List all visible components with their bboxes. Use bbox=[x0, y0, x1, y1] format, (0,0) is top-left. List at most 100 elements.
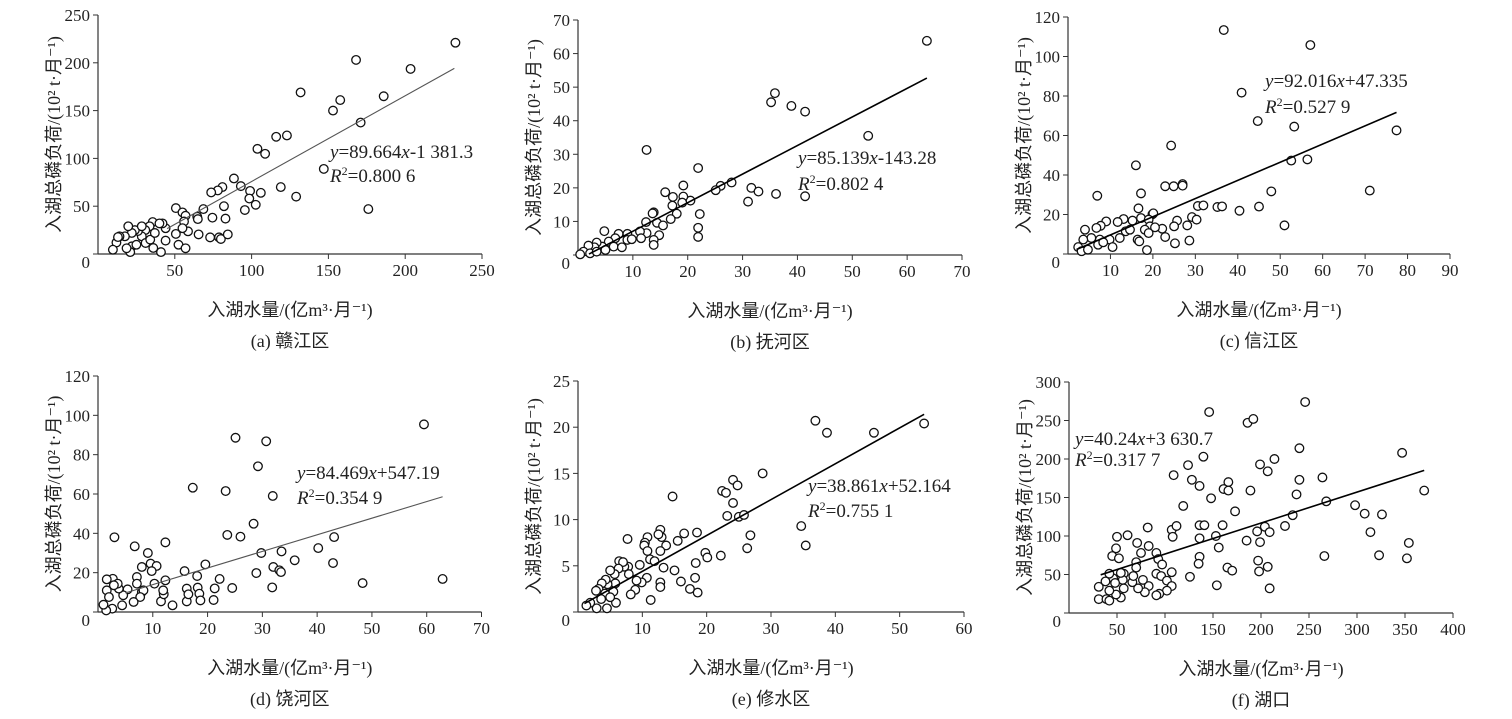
data-point bbox=[655, 582, 666, 593]
data-point bbox=[1134, 236, 1145, 247]
x-tick-label: 200 bbox=[392, 261, 418, 280]
equation-part: y bbox=[806, 476, 817, 497]
data-point bbox=[1114, 233, 1125, 243]
x-tick-label: 30 bbox=[763, 619, 780, 638]
r2-value: =0.317 7 bbox=[1093, 450, 1161, 471]
data-point bbox=[1255, 537, 1265, 548]
y-tick-label: 100 bbox=[1036, 527, 1062, 546]
data-point bbox=[129, 541, 140, 552]
data-point bbox=[611, 597, 621, 608]
data-point bbox=[1078, 234, 1089, 245]
data-point bbox=[1264, 583, 1275, 594]
data-point bbox=[255, 187, 266, 198]
x-tick-label: 30 bbox=[734, 262, 751, 281]
data-point bbox=[363, 204, 374, 215]
r2-value: =0.354 9 bbox=[315, 488, 383, 509]
equation-part: y bbox=[796, 148, 807, 169]
y-tick-label: 40 bbox=[73, 524, 90, 543]
data-point bbox=[1245, 485, 1256, 496]
x-tick-label: 50 bbox=[844, 262, 861, 281]
data-point bbox=[1255, 459, 1265, 470]
equation-part: -143.28 bbox=[878, 148, 937, 169]
y-tick-label: 200 bbox=[1036, 450, 1062, 469]
y-axis-label: 入湖总磷负荷/(10² t·月⁻¹) bbox=[524, 39, 545, 236]
data-point bbox=[209, 583, 220, 594]
x-tick-label: 40 bbox=[1229, 261, 1246, 280]
data-point bbox=[1198, 200, 1209, 211]
data-point bbox=[1264, 527, 1275, 538]
x-tick-label: 200 bbox=[1248, 620, 1274, 639]
data-point bbox=[1137, 574, 1148, 585]
data-point bbox=[1262, 466, 1273, 477]
data-point bbox=[1391, 125, 1402, 136]
x-tick-label: 400 bbox=[1440, 620, 1466, 639]
y-tick-label: 40 bbox=[553, 112, 570, 131]
data-point bbox=[1227, 565, 1238, 576]
data-point bbox=[605, 592, 616, 603]
y-tick-label: 100 bbox=[1035, 48, 1061, 67]
data-point bbox=[1104, 585, 1115, 596]
panel-caption: (e) 修水区 bbox=[732, 689, 810, 710]
equation-part: y bbox=[1263, 71, 1274, 92]
x-tick-label: 40 bbox=[789, 262, 806, 281]
data-point bbox=[135, 592, 146, 603]
data-point bbox=[104, 592, 114, 603]
data-point bbox=[1133, 203, 1144, 214]
data-point bbox=[148, 243, 159, 253]
r2-superscript: 2 bbox=[820, 499, 826, 513]
data-point bbox=[1185, 571, 1195, 582]
data-point bbox=[766, 97, 777, 108]
data-point bbox=[357, 578, 368, 589]
y-tick-label: 0 bbox=[82, 253, 91, 272]
data-point bbox=[693, 231, 704, 242]
y-tick-label: 120 bbox=[1035, 8, 1061, 27]
data-point bbox=[669, 565, 680, 576]
data-point bbox=[1254, 566, 1265, 577]
data-point bbox=[328, 105, 338, 116]
x-tick-label: 100 bbox=[1152, 620, 1178, 639]
data-point bbox=[335, 95, 346, 106]
data-point bbox=[648, 239, 659, 250]
panel-caption: (f) 湖口 bbox=[1232, 690, 1290, 711]
data-point bbox=[235, 531, 246, 542]
regression-equation: y=85.139x-143.28 bbox=[796, 148, 936, 169]
y-tick-label: 100 bbox=[65, 149, 91, 168]
data-point bbox=[702, 552, 713, 563]
data-point bbox=[800, 106, 811, 117]
data-point bbox=[318, 163, 329, 174]
data-point bbox=[170, 228, 181, 239]
data-point bbox=[1112, 217, 1123, 227]
data-point bbox=[136, 221, 147, 232]
data-point bbox=[154, 218, 165, 229]
data-point bbox=[1169, 221, 1180, 232]
x-tick-label: 20 bbox=[698, 619, 715, 638]
data-point bbox=[109, 532, 120, 543]
data-point bbox=[1160, 181, 1171, 192]
data-point bbox=[208, 595, 219, 605]
data-point bbox=[214, 574, 225, 584]
y-axis-label: 入湖总磷负荷/(10² t·月⁻¹) bbox=[44, 396, 65, 593]
y-tick-label: 50 bbox=[73, 197, 90, 216]
data-point bbox=[1133, 583, 1144, 594]
x-tick-label: 70 bbox=[473, 619, 490, 638]
data-point bbox=[743, 196, 754, 207]
data-point bbox=[131, 578, 142, 589]
data-point bbox=[616, 242, 627, 253]
regression-equation: y=89.664x-1 381.3 bbox=[328, 142, 473, 163]
trend-line bbox=[588, 77, 928, 255]
y-tick-label: 150 bbox=[1036, 489, 1062, 508]
data-point bbox=[1160, 232, 1171, 242]
x-tick-label: 10 bbox=[144, 619, 161, 638]
data-point bbox=[146, 566, 157, 577]
x-tick-label: 50 bbox=[1272, 261, 1289, 280]
x-tick-label: 300 bbox=[1344, 620, 1370, 639]
data-point bbox=[251, 568, 262, 579]
data-point bbox=[675, 576, 686, 587]
data-point bbox=[1193, 558, 1204, 569]
data-point bbox=[1136, 547, 1146, 558]
data-point bbox=[156, 247, 166, 258]
panel-caption: (b) 抚河区 bbox=[730, 332, 810, 353]
y-tick-label: 15 bbox=[553, 464, 570, 483]
data-point bbox=[207, 212, 218, 223]
regression-equation: y=40.24x+3 630.7 bbox=[1073, 429, 1213, 450]
